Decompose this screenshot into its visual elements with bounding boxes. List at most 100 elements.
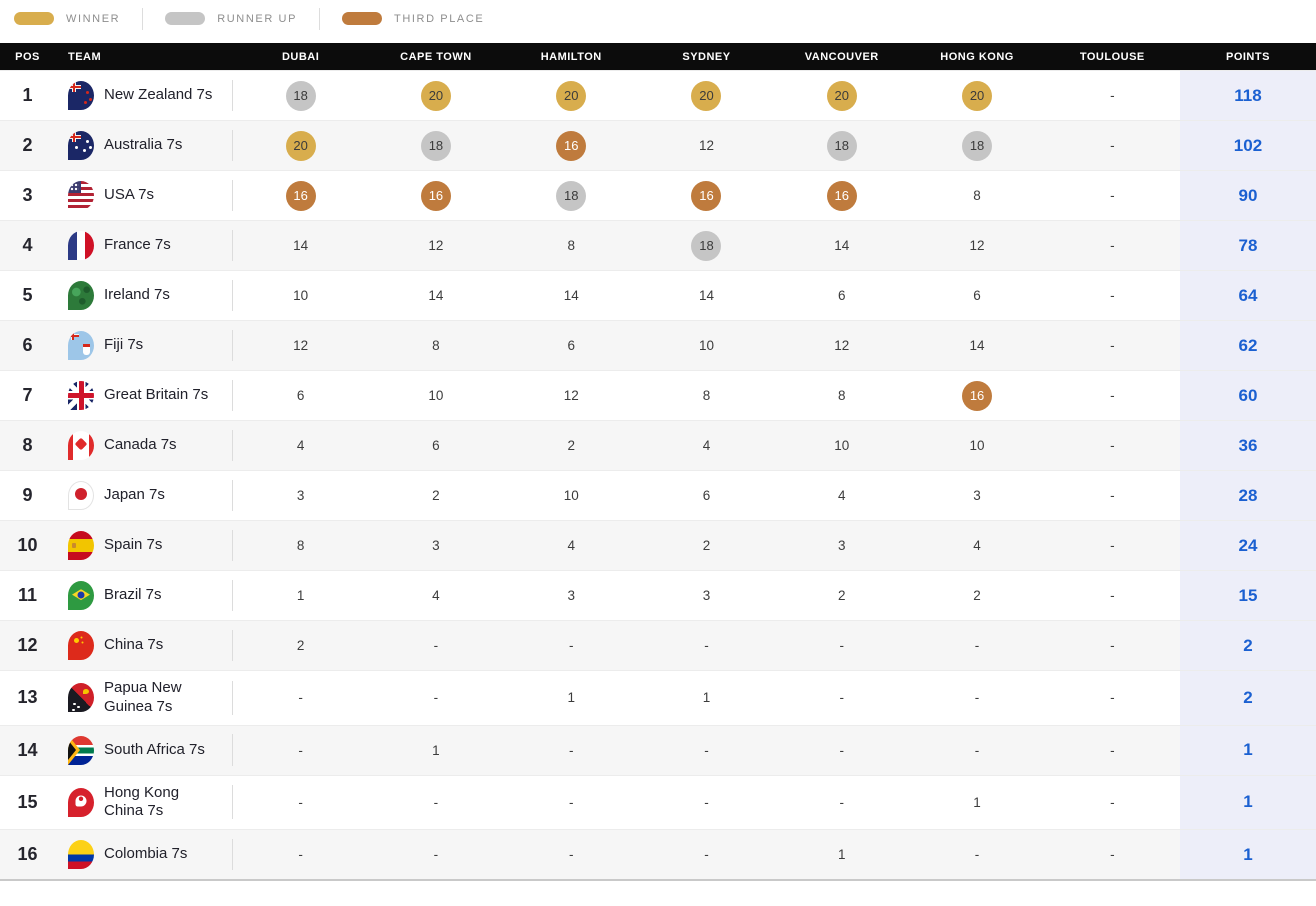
score-cell: 2: [639, 521, 774, 570]
points-cell: 36: [1179, 421, 1316, 470]
header-dubai: DUBAI: [281, 50, 320, 63]
table-row: 3 USA 7s 16 16 18 16 16 8 - 90: [0, 170, 1316, 220]
team-cell: China 7s: [55, 621, 233, 670]
score-cell: 16: [639, 171, 774, 220]
medal-badge-silver: 18: [962, 130, 993, 161]
score-cell: 8: [233, 521, 368, 570]
ie-flag-icon: [68, 281, 94, 310]
score-value: 3: [296, 488, 305, 503]
score-value: 4: [838, 488, 846, 503]
score-cell: 2: [909, 571, 1044, 620]
score-value: 12: [834, 338, 850, 353]
score-cell: -: [1045, 776, 1180, 830]
header-pos: POS: [15, 50, 40, 63]
score-value: -: [298, 847, 303, 862]
position-cell: 15: [0, 792, 55, 813]
score-cell: 10: [233, 271, 368, 320]
points-value: 64: [1238, 285, 1258, 305]
hk-flag-icon: [68, 787, 94, 817]
score-value: 10: [969, 438, 985, 453]
nz-flag-icon: [68, 81, 94, 110]
score-value: -: [568, 847, 574, 862]
medal-badge-bronze: 16: [826, 180, 857, 211]
score-cell: 3: [639, 571, 774, 620]
points-cell: 102: [1179, 121, 1316, 170]
score-cell: 6: [504, 321, 639, 370]
score-value: 3: [838, 538, 846, 553]
score-cell: -: [504, 621, 639, 670]
score-cell: -: [1045, 726, 1180, 775]
position-value: 3: [22, 185, 33, 205]
third-place-label: THIRD PLACE: [394, 12, 485, 25]
score-cell: 2: [368, 471, 503, 520]
medal-badge-bronze: 16: [420, 180, 451, 211]
score-cell: 3: [368, 521, 503, 570]
score-value: 2: [567, 438, 575, 453]
score-value: -: [1110, 388, 1115, 403]
team-name: Australia 7s: [104, 136, 183, 154]
score-cell: 6: [233, 371, 368, 420]
points-cell: 64: [1179, 271, 1316, 320]
score-cell: -: [639, 726, 774, 775]
table-row: 12 China 7s 2 - - - - - - 2: [0, 620, 1316, 670]
position-value: 16: [17, 844, 38, 864]
table-row: 2 Australia 7s 20 18 16 12 18 18 - 102: [0, 120, 1316, 170]
score-cell: 16: [774, 171, 909, 220]
team-name: Hong Kong China 7s: [104, 783, 180, 820]
score-value: 8: [567, 238, 575, 253]
score-cell: -: [504, 830, 639, 879]
points-value: 28: [1238, 485, 1258, 505]
team-name: South Africa 7s: [104, 740, 205, 758]
winner-label: WINNER: [66, 12, 121, 25]
points-cell: 2: [1179, 671, 1316, 725]
points-value: 102: [1233, 135, 1263, 155]
score-cell: -: [1045, 421, 1180, 470]
score-cell: 20: [504, 71, 639, 120]
medal-badge-silver: 18: [556, 180, 587, 211]
team-cell: Ireland 7s: [55, 271, 233, 320]
score-value: 14: [834, 238, 850, 253]
team-cell: Colombia 7s: [55, 830, 233, 879]
header-points: POINTS: [1225, 50, 1270, 63]
score-value: -: [1110, 288, 1115, 303]
header-toulouse: TOULOUSE: [1079, 50, 1145, 63]
points-cell: 1: [1179, 830, 1316, 879]
score-value: -: [839, 690, 845, 706]
table-row: 5 Ireland 7s 10 14 14 14 6 6 - 64: [0, 270, 1316, 320]
team-name: New Zealand 7s: [104, 86, 213, 104]
score-cell: 2: [504, 421, 639, 470]
es-flag-icon: [68, 531, 94, 560]
score-cell: 4: [504, 521, 639, 570]
score-cell: 10: [639, 321, 774, 370]
header-vancouver: VANCOUVER: [804, 50, 879, 63]
score-cell: 12: [368, 221, 503, 270]
team-name: Fiji 7s: [104, 336, 144, 354]
score-value: -: [974, 742, 980, 758]
score-cell: 20: [368, 71, 503, 120]
score-cell: 20: [639, 71, 774, 120]
table-row: 6 Fiji 7s 12 8 6 10 12 14 - 62: [0, 320, 1316, 370]
score-value: 10: [428, 388, 444, 403]
score-cell: -: [1045, 471, 1180, 520]
points-value: 15: [1238, 585, 1258, 605]
score-value: -: [974, 638, 980, 653]
score-cell: -: [774, 671, 909, 725]
score-cell: -: [639, 776, 774, 830]
position-cell: 3: [0, 185, 55, 206]
score-value: -: [433, 638, 439, 653]
score-cell: -: [1045, 321, 1180, 370]
team-name: Colombia 7s: [104, 845, 188, 863]
score-value: -: [568, 794, 574, 810]
score-cell: 1: [368, 726, 503, 775]
score-cell: -: [504, 726, 639, 775]
score-value: 6: [567, 338, 575, 353]
us-flag-icon: [68, 181, 94, 210]
score-cell: -: [774, 621, 909, 670]
position-cell: 6: [0, 335, 55, 356]
score-cell: -: [1045, 521, 1180, 570]
score-cell: 18: [909, 121, 1044, 170]
score-cell: 1: [774, 830, 909, 879]
score-value: 1: [567, 690, 575, 706]
points-cell: 78: [1179, 221, 1316, 270]
header-hamilton: HAMILTON: [540, 50, 602, 63]
